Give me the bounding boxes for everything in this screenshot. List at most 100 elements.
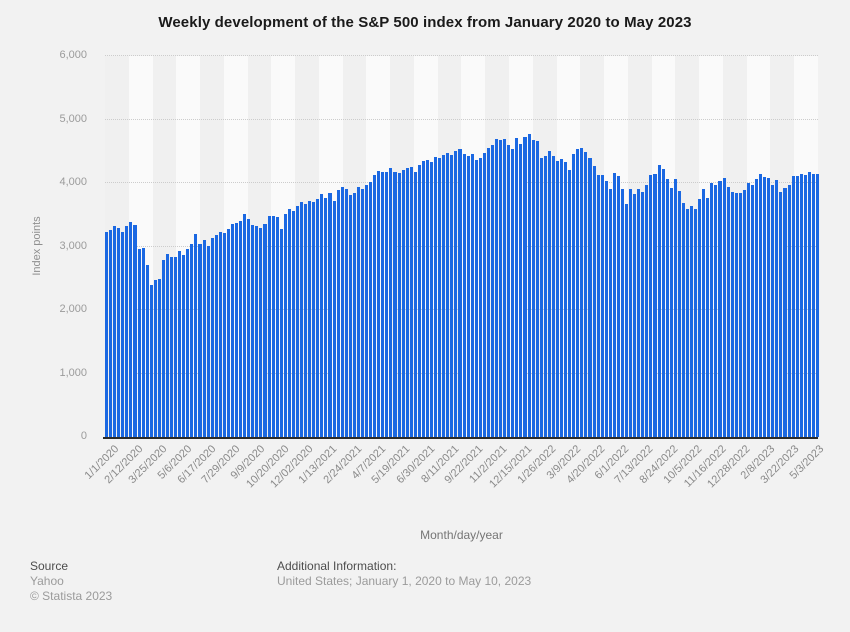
bar[interactable]	[170, 256, 174, 437]
bar[interactable]	[308, 201, 312, 437]
bar[interactable]	[694, 209, 698, 437]
bar[interactable]	[495, 138, 499, 437]
bar[interactable]	[397, 173, 401, 437]
bar[interactable]	[706, 197, 710, 437]
bar[interactable]	[795, 176, 799, 437]
bar[interactable]	[486, 148, 490, 437]
bar[interactable]	[117, 227, 121, 437]
bar[interactable]	[417, 165, 421, 437]
bar[interactable]	[413, 172, 417, 437]
bar[interactable]	[685, 209, 689, 437]
bar[interactable]	[535, 140, 539, 437]
bar[interactable]	[295, 206, 299, 437]
bar[interactable]	[710, 183, 714, 437]
bar[interactable]	[771, 184, 775, 437]
bar[interactable]	[113, 225, 117, 437]
bar[interactable]	[616, 176, 620, 437]
bar[interactable]	[320, 194, 324, 437]
bar[interactable]	[125, 225, 129, 437]
bar[interactable]	[637, 189, 641, 437]
bar[interactable]	[620, 189, 624, 437]
bar[interactable]	[653, 173, 657, 437]
bar[interactable]	[137, 249, 141, 437]
bar[interactable]	[214, 234, 218, 437]
bar[interactable]	[129, 222, 133, 437]
bar[interactable]	[300, 202, 304, 437]
bar[interactable]	[722, 178, 726, 437]
bar[interactable]	[401, 170, 405, 437]
bar[interactable]	[328, 193, 332, 437]
bar[interactable]	[584, 152, 588, 437]
bar[interactable]	[182, 255, 186, 437]
bar[interactable]	[612, 172, 616, 437]
bar[interactable]	[755, 178, 759, 437]
bar[interactable]	[190, 243, 194, 437]
bar[interactable]	[759, 174, 763, 437]
bar[interactable]	[767, 177, 771, 437]
bar[interactable]	[161, 259, 165, 437]
bar[interactable]	[133, 225, 137, 437]
bar[interactable]	[218, 232, 222, 437]
bar[interactable]	[576, 148, 580, 437]
bar[interactable]	[141, 248, 145, 437]
bar[interactable]	[202, 240, 206, 437]
bar[interactable]	[763, 177, 767, 437]
bar[interactable]	[633, 194, 637, 437]
bar[interactable]	[438, 157, 442, 437]
bar[interactable]	[531, 140, 535, 437]
bar[interactable]	[499, 139, 503, 437]
bar[interactable]	[750, 184, 754, 437]
bar[interactable]	[157, 278, 161, 437]
bar[interactable]	[734, 192, 738, 437]
bar[interactable]	[263, 224, 267, 437]
bar[interactable]	[409, 167, 413, 437]
bar[interactable]	[369, 181, 373, 437]
bar[interactable]	[259, 227, 263, 437]
bar[interactable]	[588, 158, 592, 437]
bar[interactable]	[275, 216, 279, 437]
bar[interactable]	[649, 174, 653, 437]
bar[interactable]	[555, 160, 559, 437]
bar[interactable]	[791, 176, 795, 437]
bar[interactable]	[271, 215, 275, 437]
bar[interactable]	[462, 153, 466, 437]
bar[interactable]	[222, 232, 226, 437]
bar[interactable]	[746, 183, 750, 437]
bar[interactable]	[669, 187, 673, 437]
bar[interactable]	[344, 188, 348, 437]
bar[interactable]	[149, 284, 153, 437]
bar[interactable]	[153, 279, 157, 437]
bar[interactable]	[109, 229, 113, 437]
bar[interactable]	[779, 191, 783, 437]
bar[interactable]	[279, 229, 283, 437]
bar[interactable]	[194, 234, 198, 437]
bar[interactable]	[608, 189, 612, 437]
bar[interactable]	[373, 174, 377, 437]
bar[interactable]	[466, 155, 470, 437]
bar[interactable]	[352, 193, 356, 437]
bar[interactable]	[787, 184, 791, 437]
bar[interactable]	[356, 186, 360, 437]
bar[interactable]	[665, 179, 669, 437]
bar[interactable]	[547, 151, 551, 437]
bar[interactable]	[324, 197, 328, 437]
bar[interactable]	[803, 174, 807, 437]
bar[interactable]	[312, 201, 316, 437]
bar[interactable]	[470, 154, 474, 437]
bar[interactable]	[629, 188, 633, 437]
bar[interactable]	[255, 226, 259, 437]
bar[interactable]	[226, 229, 230, 437]
bar[interactable]	[454, 150, 458, 437]
bar[interactable]	[430, 162, 434, 437]
bar[interactable]	[625, 203, 629, 437]
bar[interactable]	[551, 156, 555, 437]
bar[interactable]	[235, 222, 239, 437]
bar[interactable]	[815, 174, 819, 437]
bar[interactable]	[381, 171, 385, 437]
bar[interactable]	[304, 204, 308, 437]
bar[interactable]	[560, 158, 564, 437]
bar[interactable]	[332, 201, 336, 437]
bar[interactable]	[681, 202, 685, 437]
bar[interactable]	[434, 156, 438, 437]
bar[interactable]	[178, 250, 182, 437]
